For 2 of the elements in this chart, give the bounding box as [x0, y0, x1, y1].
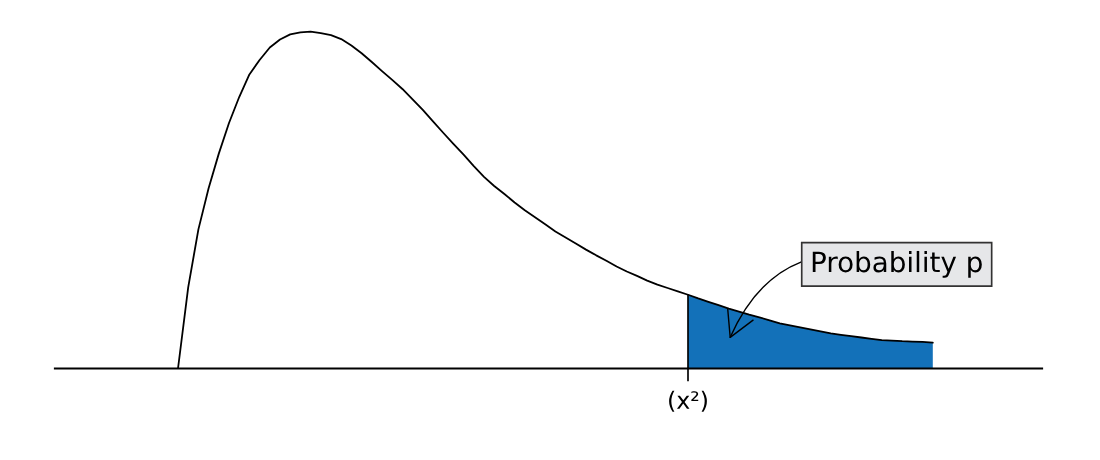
annotation: Probability p — [812, 250, 982, 278]
text: (x²) — [669, 390, 707, 412]
